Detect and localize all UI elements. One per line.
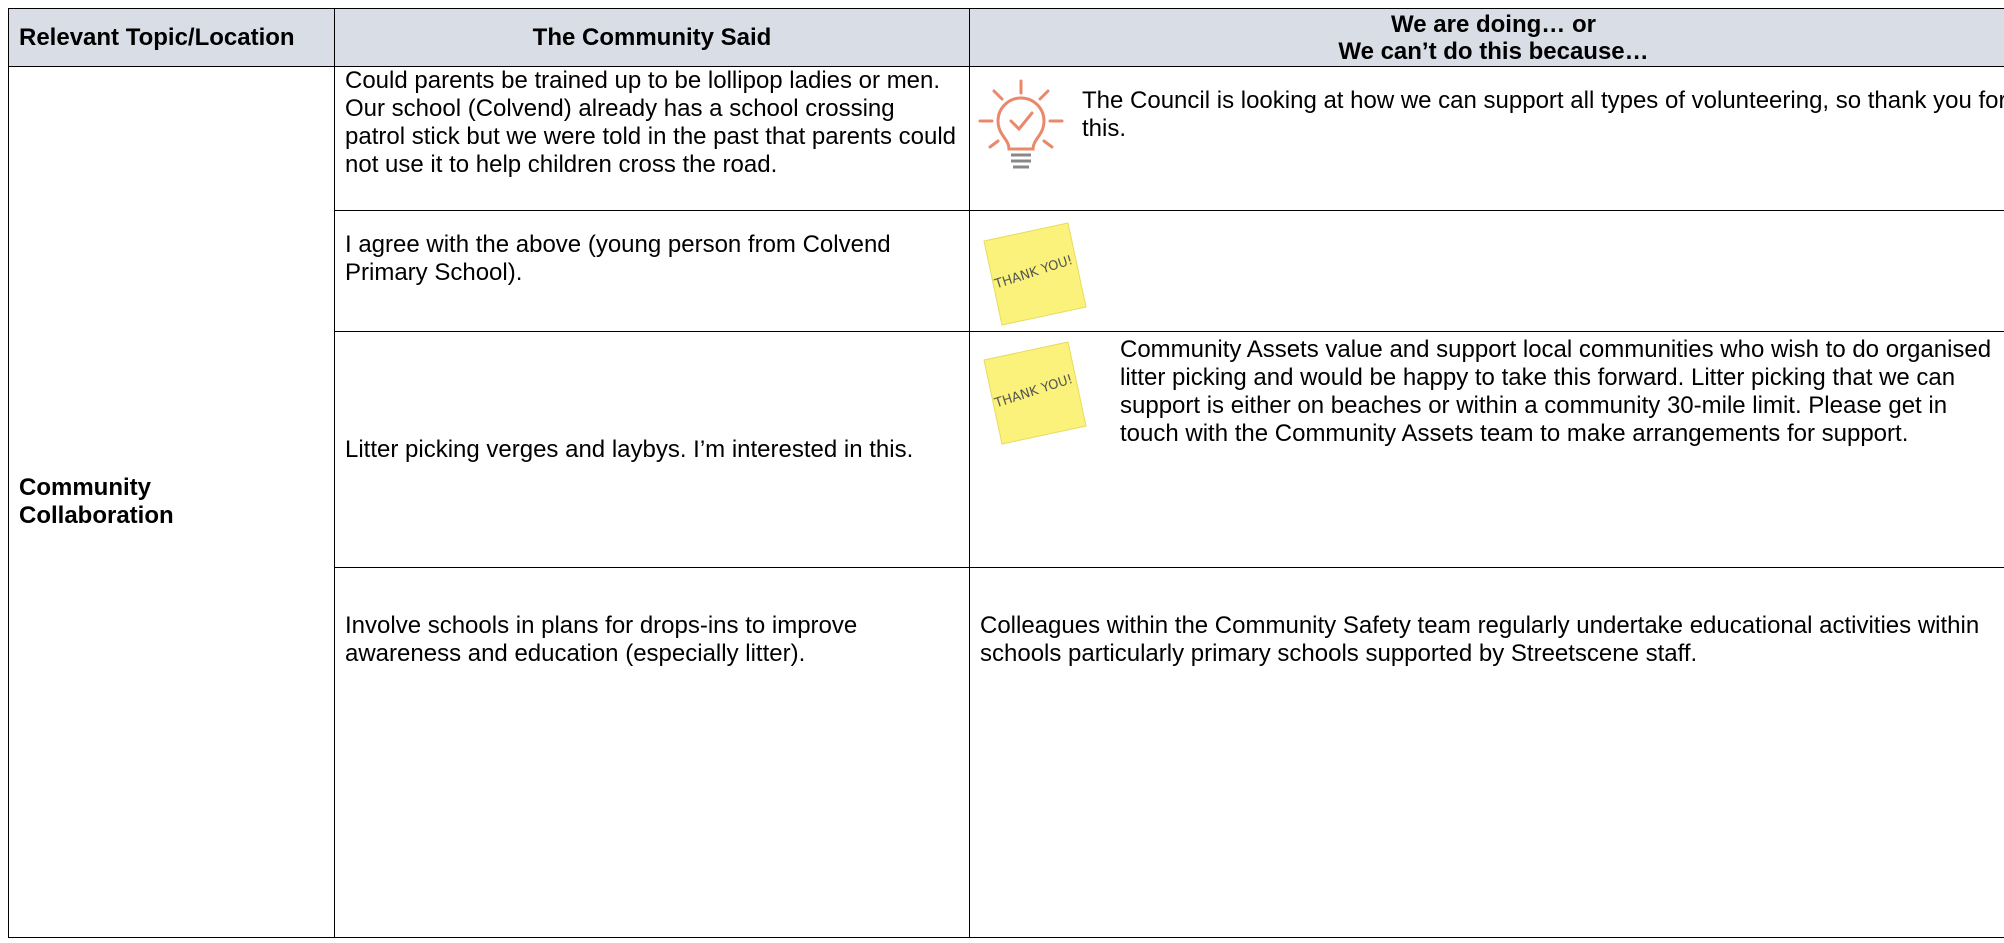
response-text: The Council is looking at how we can sup… [1082,87,2004,142]
row: Litter picking verges and laybys. I’m in… [9,331,2004,568]
header-cell: We are doing… or We can’t do this because… [969,8,2004,67]
said-cell: Litter picking verges and laybys. I’m in… [334,331,970,568]
response-cell: The Council is looking at how we can sup… [969,66,2004,211]
header-line: We are doing… or [1391,10,1596,38]
response-text: Community Assets value and support local… [1120,336,1992,447]
response-cell: THANK YOU! [969,210,2004,332]
header-line: We can’t do this because… [1338,37,1649,65]
said-cell: I agree with the above (young person fro… [334,210,970,332]
row: Involve schools in plans for drops-ins t… [9,567,2004,938]
response-cell: THANK YOU! Community Assets value and su… [969,331,2004,568]
header-cell: Relevant Topic/Location [8,8,335,67]
lightbulb-icon [978,79,1064,169]
sticky-note: THANK YOU! [983,341,1087,445]
header-row: Relevant Topic/Location The Community Sa… [8,8,2004,67]
header-cell: The Community Said [334,8,970,67]
topic-cell: Community Collaboration [8,66,335,938]
row: I agree with the above (young person fro… [9,210,2004,332]
response-cell: Colleagues within the Community Safety t… [969,567,2004,938]
sticky-note: THANK YOU! [983,222,1087,326]
said-cell: Involve schools in plans for drops-ins t… [334,567,970,938]
feedback-table: Relevant Topic/Location The Community Sa… [8,8,2004,938]
row: Community Collaboration Could parents be… [8,66,2004,938]
said-cell: Could parents be trained up to be lollip… [334,66,970,211]
